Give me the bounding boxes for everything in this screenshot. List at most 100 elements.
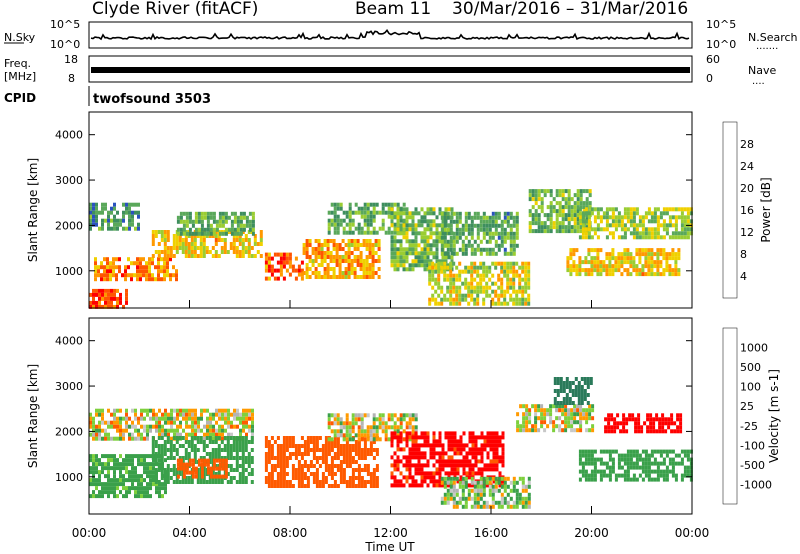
velocity-cell: [476, 492, 480, 497]
velocity-cell: [250, 448, 254, 452]
power-cell: [662, 248, 666, 253]
velocity-colorbar-tick: -500: [740, 459, 765, 472]
velocity-cell: [294, 476, 298, 480]
velocity-cell: [306, 468, 310, 472]
power-cell: [402, 259, 406, 264]
power-colorbar-tick: 24: [740, 160, 754, 173]
velocity-cell: [191, 412, 194, 417]
power-cell: [635, 211, 639, 216]
power-cell: [393, 211, 397, 216]
power-cell: [431, 261, 435, 266]
velocity-cell: [683, 473, 687, 478]
power-cell: [420, 231, 424, 236]
power-cell: [163, 250, 167, 254]
velocity-y-tick-label: 1000: [55, 471, 83, 484]
power-cell: [371, 255, 375, 259]
power-cell: [521, 265, 525, 270]
velocity-cell: [226, 452, 230, 456]
power-cell: [432, 223, 436, 228]
power-cell: [264, 276, 268, 281]
power-cell: [178, 246, 182, 250]
power-cell: [314, 267, 318, 271]
power-cell: [572, 260, 576, 265]
velocity-cell: [122, 474, 125, 479]
power-cell: [641, 248, 645, 253]
velocity-cell: [573, 416, 577, 421]
velocity-cell: [482, 480, 486, 485]
velocity-cell: [441, 483, 445, 488]
velocity-cell: [236, 416, 239, 421]
velocity-cell: [351, 421, 355, 426]
velocity-cell: [500, 500, 504, 505]
power-cell: [125, 210, 128, 215]
power-cell: [443, 297, 447, 302]
velocity-cell: [131, 474, 134, 479]
velocity-cell: [101, 420, 104, 425]
velocity-cell: [456, 459, 460, 464]
power-cell: [521, 261, 525, 266]
velocity-cell: [336, 464, 340, 468]
velocity-cell: [226, 464, 230, 468]
velocity-cell: [579, 416, 583, 421]
velocity-cell: [264, 480, 268, 484]
power-cell: [549, 217, 553, 222]
velocity-cell: [315, 472, 319, 476]
power-cell: [605, 211, 609, 216]
velocity-cell: [131, 424, 134, 429]
power-cell: [647, 227, 651, 232]
power-cell: [461, 251, 465, 256]
velocity-cell: [591, 428, 595, 433]
power-cell: [335, 243, 339, 247]
power-cell: [94, 269, 97, 274]
power-cell: [113, 202, 116, 207]
velocity-cell: [190, 448, 194, 452]
velocity-cell: [348, 421, 352, 426]
power-cell: [683, 219, 687, 224]
power-cell: [528, 213, 532, 218]
power-cell: [305, 271, 309, 275]
velocity-cell: [211, 448, 215, 452]
power-cell: [212, 231, 216, 236]
power-cell: [500, 227, 504, 232]
velocity-cell: [330, 456, 334, 460]
power-cell: [491, 289, 495, 294]
velocity-cell: [679, 421, 683, 426]
power-cell: [356, 263, 360, 267]
velocity-cell: [628, 417, 632, 422]
power-cell: [236, 231, 240, 236]
velocity-cell: [573, 420, 577, 425]
velocity-cell: [245, 408, 248, 413]
velocity-cell: [101, 494, 104, 499]
power-cell: [617, 256, 621, 261]
velocity-cell: [125, 420, 128, 425]
power-cell: [506, 215, 510, 220]
power-cell: [411, 247, 415, 252]
velocity-cell: [154, 452, 158, 456]
power-cell: [440, 211, 444, 216]
power-cell: [314, 271, 318, 275]
velocity-cell: [282, 472, 286, 476]
velocity-cell: [196, 436, 200, 440]
power-cell: [175, 246, 179, 250]
power-cell: [377, 275, 381, 279]
velocity-cell: [570, 416, 574, 421]
power-cell: [374, 259, 378, 263]
velocity-cell: [585, 420, 589, 425]
power-cell: [348, 226, 352, 231]
velocity-cell: [288, 452, 292, 456]
power-cell: [584, 256, 588, 261]
velocity-cell: [167, 416, 170, 421]
power-cell: [503, 239, 507, 244]
velocity-cell: [131, 462, 134, 467]
velocity-cell: [561, 408, 565, 413]
velocity-cell: [179, 458, 183, 463]
velocity-cell: [318, 464, 322, 468]
power-cell: [302, 247, 306, 251]
velocity-cell: [552, 404, 556, 409]
power-cell: [656, 231, 660, 236]
power-cell: [564, 225, 568, 230]
velocity-cell: [649, 417, 653, 422]
velocity-cell: [149, 470, 152, 475]
power-cell: [374, 243, 378, 247]
